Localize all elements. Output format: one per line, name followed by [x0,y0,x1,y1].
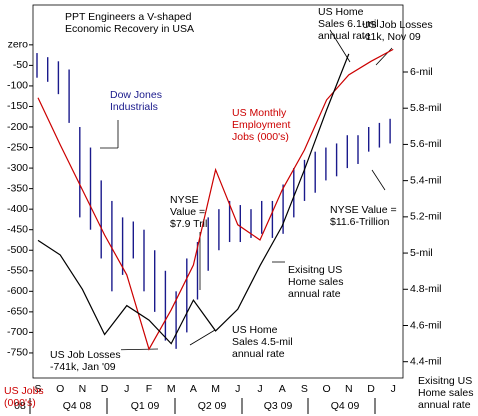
quarter-label: Q3 09 [264,400,293,412]
x-tick-label: A [190,383,197,395]
annotation-line: annual rate [232,348,285,360]
annotation-line: -11k, Nov 09 [362,31,421,43]
y-tick-label: -500 [7,244,28,256]
annotation-line: US Home [318,6,364,18]
x-tick-label: J [257,383,262,395]
annotation-line: US Job Losses [362,19,433,31]
x-tick-label: N [79,383,87,395]
annotation-line: Sales 6.1-mil [318,18,379,30]
annotation-line: annual rate [288,288,341,300]
y2-tick-label: 5.2-mil [410,211,442,223]
y-tick-label: -250 [7,141,28,153]
annotation-line: Home sales [288,276,343,288]
x-tick-label: S [34,383,41,395]
y-axis-label: US Jobs (000's) [4,385,44,409]
annotation-line: Dow Jones [110,89,162,101]
x-tick-label: N [345,383,353,395]
annotation: Exisitng US Home sales annual rate [288,264,343,300]
annotation: NYSE Value = $7.9 Tril [170,194,207,230]
y-axis-label-line: (000's) [4,397,36,409]
y2-tick-label: 5.4-mil [410,174,442,186]
y2-tick-label: 4.4-mil [410,355,442,367]
annotation-line: Jobs (000's) [232,131,289,143]
chart-title-line: PPT Engineers a V-shaped [65,11,192,23]
y2-tick-label: 6-mil [410,66,433,78]
annotation-line: Sales 4.5-mil [232,336,293,348]
annotation: US Job Losses -11k, Nov 09 [362,19,433,43]
y-axis-label-line: US Jobs [4,385,44,397]
x-tick-label: J [124,383,129,395]
x-tick-label: F [146,383,152,395]
y2-tick-label: 4.6-mil [410,319,442,331]
x-tick-label: O [323,383,331,395]
y2-tick-label: 5-mil [410,247,433,259]
annotation-line: NYSE Value = [330,204,397,216]
quarter-label: Q4 09 [331,400,360,412]
y-tick-label: -600 [7,285,28,297]
y-tick-label: -550 [7,265,28,277]
annotation-line: Employment [232,119,290,131]
quarter-label: Q4 08 [63,400,92,412]
x-tick-label: J [391,383,396,395]
y2-tick-label: 4.8-mil [410,283,442,295]
plot-area [32,4,404,379]
annotation: Dow Jones Industrials [110,89,162,113]
y-tick-label: -700 [7,326,28,338]
x-tick-label: A [279,383,286,395]
y-tick-label: -300 [7,162,28,174]
x-tick-label: M [167,383,176,395]
quarter-label: Q1 09 [131,400,160,412]
annotation-line: NYSE [170,194,199,206]
annotation-line: Industrials [110,101,158,113]
y2-tick-label: 5.6-mil [410,138,442,150]
chart-title: PPT Engineers a V-shaped Economic Recover… [65,11,194,35]
y-tick-label: -100 [7,80,28,92]
y-tick-label: -750 [7,347,28,359]
annotation-line: US Home [232,324,278,336]
x-tick-label: D [367,383,375,395]
x-tick-label: D [101,383,109,395]
series-line [37,53,350,345]
y-tick-label: -450 [7,223,28,235]
y2-axis-label-line: annual rate [418,399,471,411]
annotation: US Monthly Employment Jobs (000's) [232,107,290,143]
annotation-line: annual rate [318,30,371,42]
annotation: NYSE Value = $11.6-Trillion [330,204,397,228]
x-tick-label: J [235,383,240,395]
quarter-label: Q2 09 [198,400,227,412]
annotation-line: $7.9 Tril [170,218,207,230]
x-tick-label: S [301,383,308,395]
y-tick-label: -400 [7,203,28,215]
y-tick-label: -150 [7,100,28,112]
quarter-label: 08 [14,400,26,412]
annotation-line: $11.6-Trillion [330,216,390,228]
annotation: US Home Sales 6.1-mil annual rate [318,6,379,42]
annotation-line: US Monthly [232,107,287,119]
annotation-line: -741k, Jan '09 [50,361,116,373]
chart-title-line: Economic Recovery in USA [65,23,194,35]
annotation-line: Exisitng US [288,264,342,276]
y2-axis-label-line: Exisitng US [418,375,472,387]
y-tick-label: -350 [7,182,28,194]
annotation: US Home Sales 4.5-mil annual rate [232,324,293,360]
x-tick-label: O [56,383,64,395]
annotation-line: US Job Losses [50,349,121,361]
y2-axis-label: Exisitng US Home sales annual rate [418,375,473,411]
y-tick-label: -200 [7,121,28,133]
y-tick-label: -650 [7,306,28,318]
annotation: US Job Losses -741k, Jan '09 [50,349,121,373]
y2-tick-label: 5.8-mil [410,102,442,114]
y2-axis-label-line: Home sales [418,387,473,399]
annotation-box [46,347,121,374]
y-tick-label: zero [8,39,29,51]
annotation-line: Value = [170,206,205,218]
y-tick-label: -50 [13,59,28,71]
leader-lines [100,29,393,351]
x-tick-label: M [211,383,220,395]
